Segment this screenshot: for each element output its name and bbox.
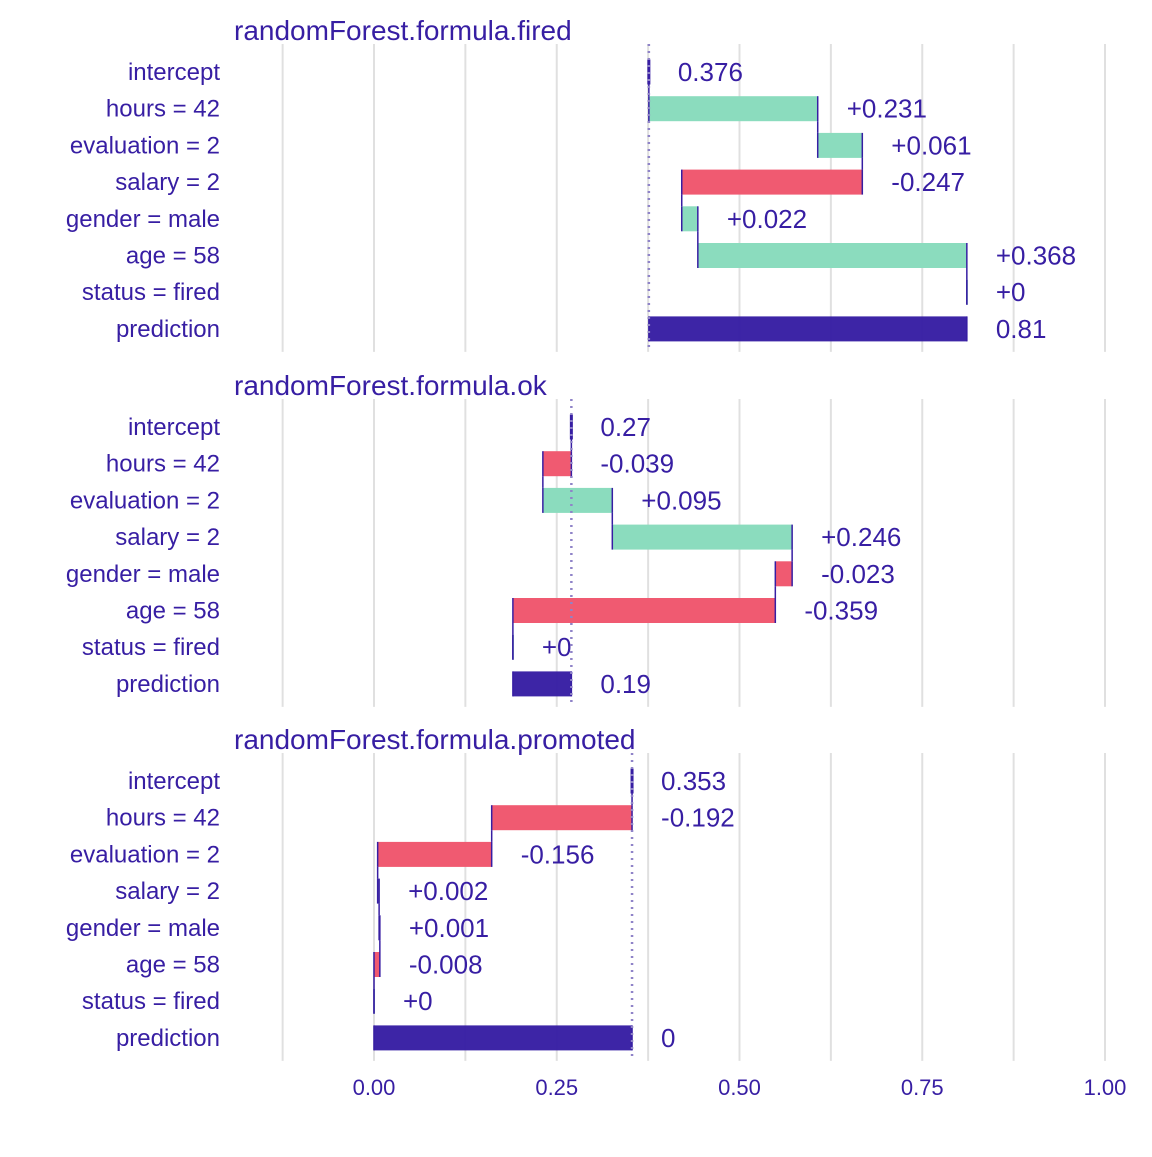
category-label: status = fired	[82, 634, 220, 661]
prediction-bar	[512, 671, 572, 697]
category-label: prediction	[116, 1025, 220, 1052]
panel-1: randomForest.formula.fired intercept 0.376…	[66, 15, 1106, 352]
panel-title: randomForest.formula.fired	[234, 15, 572, 46]
x-tick-label: 0.25	[535, 1075, 578, 1100]
category-label: intercept	[128, 414, 220, 441]
category-label: evaluation = 2	[70, 487, 220, 514]
category-label: prediction	[116, 671, 220, 698]
value-label: +0.231	[847, 94, 927, 124]
category-label: gender = male	[66, 561, 220, 588]
category-label: hours = 42	[106, 805, 220, 832]
category-label: age = 58	[126, 952, 220, 979]
negative-bar	[681, 169, 863, 195]
x-axis: 0.00 0.25 0.50 0.75 1.00	[353, 1075, 1127, 1100]
category-label: hours = 42	[106, 451, 220, 478]
negative-bar	[512, 598, 776, 623]
category-label: status = fired	[82, 279, 220, 306]
positive-bar	[697, 243, 967, 268]
category-label: gender = male	[66, 206, 220, 233]
value-label: 0.19	[600, 669, 651, 699]
negative-bar	[542, 451, 572, 477]
category-label: age = 58	[126, 598, 220, 625]
panel-2: randomForest.formula.ok intercept 0.27 hour…	[66, 370, 1106, 707]
positive-bar	[681, 206, 698, 232]
negative-bar	[775, 561, 793, 587]
value-label: +0	[542, 632, 572, 662]
value-label: -0.023	[821, 559, 895, 589]
category-label: status = fired	[82, 988, 220, 1015]
positive-bar	[612, 524, 793, 550]
category-label: evaluation = 2	[70, 841, 220, 868]
negative-bar	[491, 805, 633, 831]
value-label: +0.095	[641, 485, 721, 515]
prediction-bar	[648, 316, 967, 342]
value-label: 0.376	[678, 57, 743, 87]
category-label: age = 58	[126, 243, 220, 270]
value-label: +0	[403, 986, 433, 1016]
x-tick-label: 0.75	[901, 1075, 944, 1100]
value-label: +0.001	[409, 913, 489, 943]
value-label: +0.002	[408, 876, 488, 906]
panel-title: randomForest.formula.ok	[234, 370, 548, 401]
value-label: 0.353	[661, 766, 726, 796]
panel-title: randomForest.formula.promoted	[234, 724, 636, 755]
x-tick-label: 0.50	[718, 1075, 761, 1100]
value-label: -0.008	[409, 950, 483, 980]
category-label: gender = male	[66, 915, 220, 942]
category-label: prediction	[116, 316, 220, 343]
value-label: +0.022	[727, 204, 807, 234]
panel-3: randomForest.formula.promoted intercept 0.…	[66, 724, 1106, 1061]
value-label: -0.359	[804, 596, 878, 626]
negative-bar	[377, 841, 492, 867]
value-label: 0	[661, 1023, 675, 1053]
value-label: -0.156	[521, 839, 595, 869]
value-label: -0.192	[661, 803, 735, 833]
value-label: +0.246	[821, 522, 901, 552]
value-label: 0.81	[996, 314, 1047, 344]
category-label: salary = 2	[115, 169, 220, 196]
category-label: intercept	[128, 59, 220, 86]
value-label: 0.27	[600, 412, 651, 442]
value-label: -0.039	[600, 449, 674, 479]
category-label: intercept	[128, 768, 220, 795]
positive-bar	[542, 487, 613, 513]
value-label: +0.368	[996, 241, 1076, 271]
x-tick-label: 0.00	[353, 1075, 396, 1100]
category-label: salary = 2	[115, 878, 220, 905]
value-label: +0	[996, 277, 1026, 307]
category-label: evaluation = 2	[70, 132, 220, 159]
negative-bar	[374, 952, 380, 977]
value-label: -0.247	[891, 167, 965, 197]
x-tick-label: 1.00	[1084, 1075, 1127, 1100]
positive-bar	[817, 132, 863, 158]
category-label: salary = 2	[115, 524, 220, 551]
prediction-bar	[374, 1025, 633, 1051]
positive-bar	[648, 96, 818, 122]
category-label: hours = 42	[106, 96, 220, 123]
value-label: +0.061	[891, 130, 971, 160]
